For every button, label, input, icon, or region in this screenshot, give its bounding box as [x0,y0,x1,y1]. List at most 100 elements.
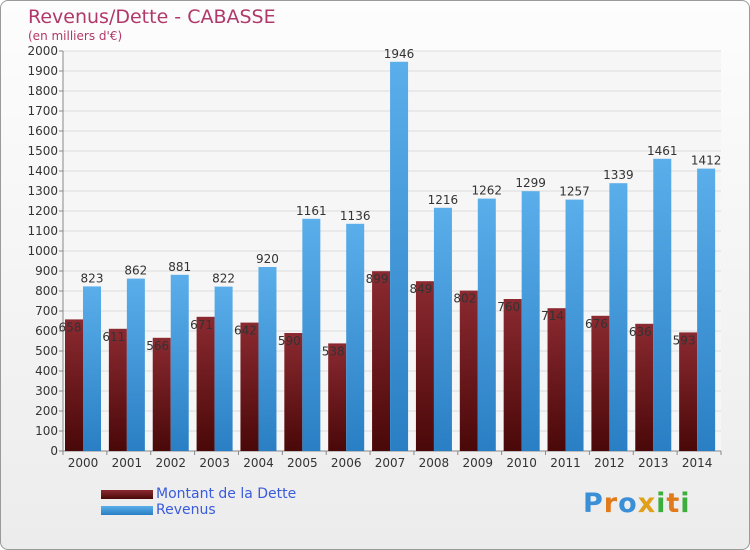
bar-dette [284,333,303,451]
x-tick-label: 2007 [375,456,406,470]
x-tick-label: 2013 [638,456,669,470]
y-tick-label: 900 [35,264,58,278]
label-dette: 802 [453,292,476,306]
y-tick-label: 1900 [27,64,58,78]
y-tick-label: 1100 [27,224,58,238]
label-dette: 611 [102,330,125,344]
y-tick-label: 1500 [27,144,58,158]
y-tick-label: 1700 [27,104,58,118]
y-tick-label: 600 [35,324,58,338]
bar-dette [547,308,566,451]
label-revenus: 1262 [472,184,503,198]
bar-revenus [653,158,672,452]
bar-revenus [258,267,277,451]
bar-dette [591,315,610,451]
x-tick-label: 2001 [112,456,143,470]
x-tick-label: 2008 [419,456,450,470]
label-dette: 642 [234,324,257,338]
x-tick-label: 2009 [463,456,494,470]
label-revenus: 1946 [384,47,415,61]
bar-dette [328,343,347,451]
x-tick-label: 2000 [68,456,99,470]
y-tick-label: 200 [35,404,58,418]
label-dette: 676 [585,317,608,331]
label-dette: 593 [673,333,696,347]
bar-revenus [565,199,584,451]
y-tick-label: 100 [35,424,58,438]
x-tick-label: 2002 [155,456,186,470]
label-revenus: 1216 [428,193,459,207]
y-tick-label: 1800 [27,84,58,98]
label-revenus: 1461 [647,144,678,158]
y-tick-label: 1600 [27,124,58,138]
x-tick-label: 2005 [287,456,318,470]
label-dette: 849 [409,282,432,296]
bar-dette [459,290,478,451]
legend-label-dette: Montant de la Dette [156,486,297,502]
bar-dette [372,271,391,451]
legend-label-revenus: Revenus [156,502,216,518]
bar-dette [196,316,215,451]
bar-revenus [477,198,496,451]
x-tick-label: 2010 [506,456,537,470]
bar-dette [415,281,434,451]
y-tick-label: 400 [35,364,58,378]
x-tick-label: 2011 [550,456,581,470]
legend-swatch-revenus [101,506,153,515]
y-tick-label: 0 [50,444,58,458]
y-tick-label: 1000 [27,244,58,258]
label-revenus: 1299 [515,176,546,190]
bar-revenus [609,183,628,451]
label-dette: 566 [146,339,169,353]
plot-area: 0 100 200 300 400 500 600 700 800 900 1000 1100 1200… [27,44,722,470]
label-revenus: 823 [81,271,104,285]
y-tick-label: 500 [35,344,58,358]
proxiti-logo: Proxiti [583,488,691,519]
bar-dette [503,299,522,451]
x-tick-label: 2012 [594,456,625,470]
label-dette: 671 [190,318,213,332]
bar-dette [108,328,127,451]
bar-revenus [346,223,365,451]
label-revenus: 1412 [691,154,722,168]
label-dette: 899 [366,272,389,286]
y-tick-label: 2000 [27,44,58,58]
bar-revenus [214,286,233,451]
label-revenus: 920 [256,252,279,266]
label-revenus: 1257 [559,185,590,199]
label-revenus: 862 [124,264,147,278]
label-dette: 714 [541,309,564,323]
bar-revenus [697,168,716,451]
bar-dette [679,332,698,451]
x-tick-label: 2006 [331,456,362,470]
label-revenus: 1161 [296,204,327,218]
bar-dette [240,322,259,451]
bar-revenus [390,61,409,452]
label-revenus: 1136 [340,209,371,223]
bar-revenus [433,207,452,451]
y-tick-label: 700 [35,304,58,318]
label-dette: 658 [59,320,82,334]
bar-dette [65,319,83,451]
y-tick-label: 1200 [27,204,58,218]
x-tick-label: 2003 [199,456,230,470]
chart-title: Revenus/Dette - CABASSE [28,6,276,28]
bar-revenus [83,286,101,451]
bar-revenus [521,191,540,451]
chart-subtitle: (en milliers d'€) [28,29,123,43]
label-dette: 538 [322,344,345,358]
y-tick-label: 800 [35,284,58,298]
y-tick-label: 1400 [27,164,58,178]
y-tick-label: 300 [35,384,58,398]
legend-swatch-dette [101,490,153,499]
bar-revenus [170,274,189,451]
label-revenus: 1339 [603,168,634,182]
label-revenus: 822 [212,272,235,286]
bar-dette [152,337,171,451]
x-tick-label: 2014 [682,456,713,470]
bar-dette [635,323,654,451]
label-dette: 636 [629,325,652,339]
bar-revenus [302,218,321,451]
